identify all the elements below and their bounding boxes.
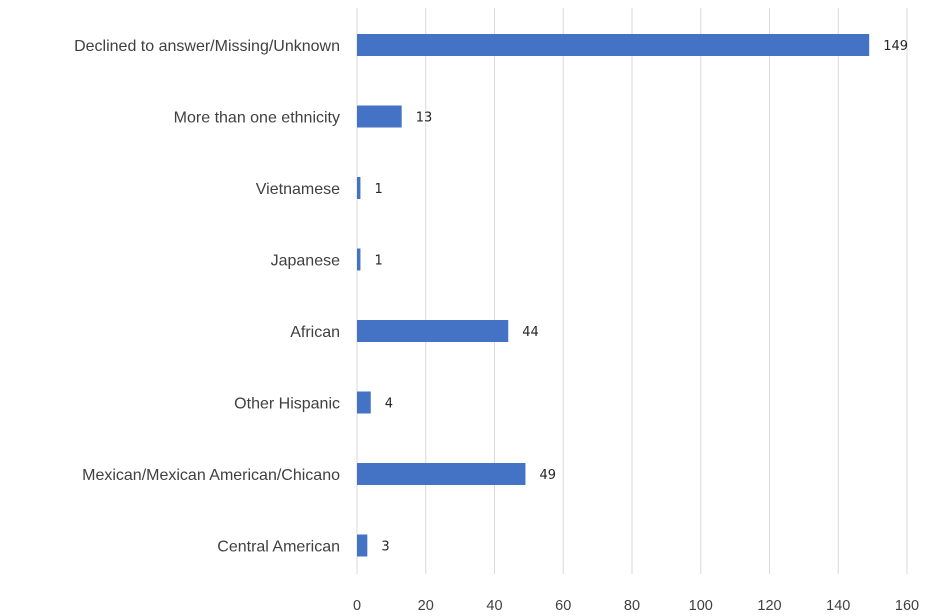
- bar-8: [357, 534, 368, 557]
- x-tick-label-160: 160: [895, 598, 919, 614]
- category-label-1: Declined to answer/Missing/Unknown: [74, 38, 340, 55]
- category-label-5: African: [290, 324, 340, 341]
- x-tick-label-140: 140: [826, 598, 850, 614]
- category-label-3: Vietnamese: [256, 181, 340, 198]
- bar-4: [357, 248, 361, 271]
- x-tick-label-40: 40: [486, 598, 502, 614]
- x-tick-label-120: 120: [757, 598, 781, 614]
- data-label-3: 1: [374, 182, 382, 197]
- data-label-7: 49: [539, 468, 556, 483]
- data-label-2: 13: [416, 111, 433, 126]
- bar-3: [357, 177, 361, 199]
- data-label-5: 44: [522, 325, 539, 340]
- category-label-2: More than one ethnicity: [174, 110, 340, 127]
- x-tick-label-0: 0: [353, 598, 361, 614]
- gridlines: [356, 8, 908, 574]
- bar-7: [357, 463, 526, 485]
- bars: [357, 34, 870, 557]
- data-label-8: 3: [381, 540, 389, 555]
- x-tick-label-100: 100: [689, 598, 713, 614]
- category-label-4: Japanese: [271, 253, 340, 270]
- category-label-6: Other Hispanic: [234, 396, 340, 413]
- category-label-8: Central American: [217, 539, 340, 556]
- x-tick-label-60: 60: [555, 598, 571, 614]
- x-tick-label-80: 80: [624, 598, 640, 614]
- bar-2: [357, 105, 402, 128]
- bar-6: [357, 391, 371, 414]
- bar-5: [357, 320, 509, 342]
- x-tick-label-20: 20: [418, 598, 434, 614]
- category-label-7: Mexican/Mexican American/Chicano: [82, 467, 340, 484]
- bar-1: [357, 34, 870, 56]
- data-label-6: 4: [385, 397, 393, 412]
- data-label-1: 149: [883, 39, 908, 54]
- x-axis-tick-labels: 0 20 40 60 80 100 120 140 160: [353, 598, 919, 614]
- data-label-4: 1: [374, 254, 382, 269]
- category-labels: Declined to answer/Missing/Unknown More t…: [74, 38, 340, 556]
